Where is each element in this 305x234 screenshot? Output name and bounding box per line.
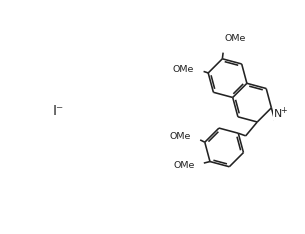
Text: OMe: OMe bbox=[173, 161, 195, 170]
Text: OMe: OMe bbox=[170, 132, 191, 141]
Text: OMe: OMe bbox=[173, 65, 194, 74]
Text: OMe: OMe bbox=[225, 34, 246, 43]
Text: N: N bbox=[274, 109, 282, 119]
Text: +: + bbox=[280, 106, 286, 114]
Text: I⁻: I⁻ bbox=[53, 104, 64, 118]
